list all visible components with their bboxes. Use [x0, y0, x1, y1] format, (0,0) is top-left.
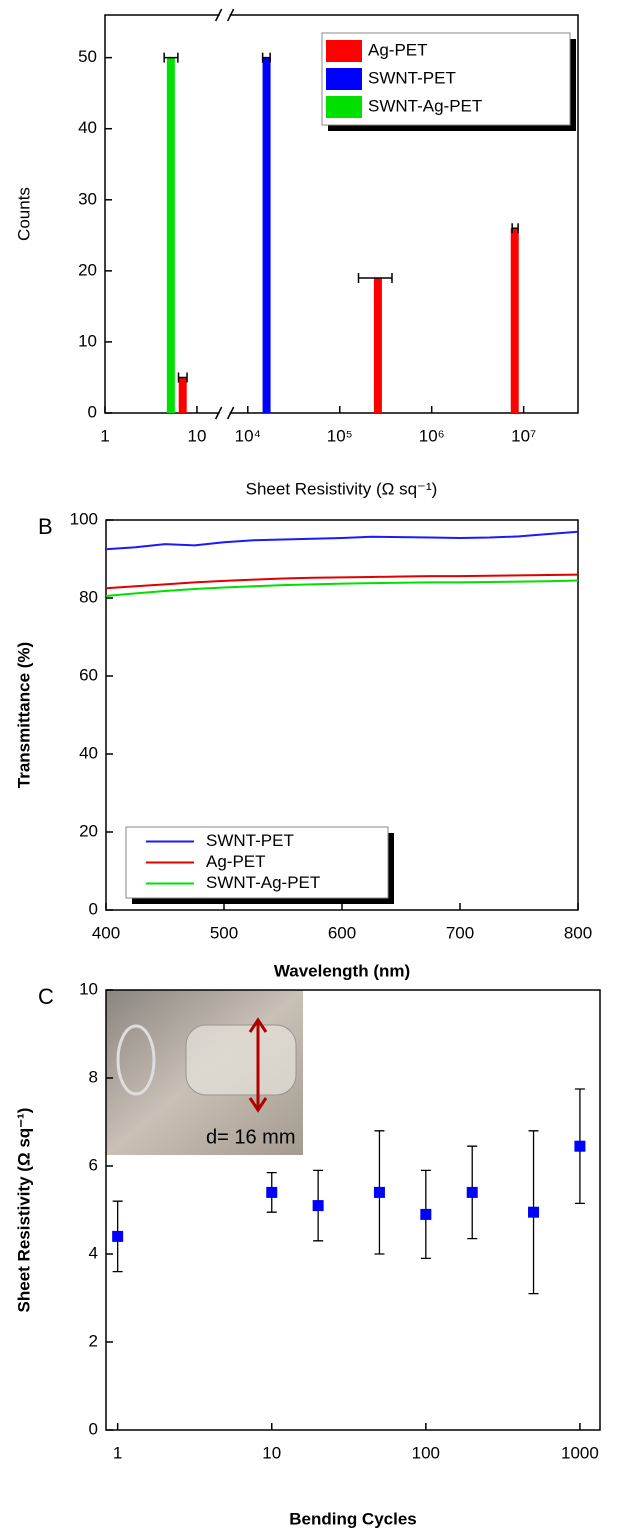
axis-break-mark [214, 406, 235, 420]
marker [373, 1186, 385, 1198]
axis-break-mark [214, 8, 235, 22]
y-tick-label: 20 [78, 260, 97, 279]
y-axis-title: Transmittance (%) [14, 642, 33, 788]
legend-swatch [326, 68, 362, 90]
marker [466, 1186, 478, 1198]
plot-frame [105, 989, 601, 1431]
error-bar [177, 372, 188, 383]
x-axis-title: Bending Cycles [289, 1509, 417, 1528]
error-bar [357, 272, 393, 283]
line [105, 530, 579, 551]
plot-frame [104, 14, 579, 414]
arrow [248, 1017, 268, 1113]
axis-break-gap [219, 410, 230, 416]
x-tick-label: 10⁶ [419, 426, 445, 445]
marker [574, 1140, 586, 1152]
bar [373, 277, 382, 413]
legend-swatch [326, 96, 362, 118]
x-tick-label: 10 [262, 1443, 281, 1462]
y-tick-label: 80 [79, 587, 98, 606]
x-tick-label: 10⁵ [327, 426, 353, 445]
x-tick-label: 600 [328, 923, 356, 942]
y-tick-label: 4 [89, 1243, 98, 1262]
tube-end [116, 1024, 156, 1096]
x-tick-label: 10⁴ [235, 426, 261, 445]
y-tick-label: 0 [89, 899, 98, 918]
x-tick-label: 400 [92, 923, 120, 942]
y-tick-label: 10 [79, 979, 98, 998]
x-tick-label: 1 [100, 426, 109, 445]
legend-label: SWNT-PET [206, 831, 294, 850]
legend-swatch [326, 40, 362, 62]
y-tick-label: 30 [78, 189, 97, 208]
bar [510, 228, 519, 413]
y-tick-label: 2 [89, 1331, 98, 1350]
error-bar [511, 223, 519, 234]
x-tick-label: 1 [113, 1443, 122, 1462]
y-tick-label: 40 [78, 118, 97, 137]
x-tick-label: 700 [446, 923, 474, 942]
legend-label: SWNT-Ag-PET [368, 96, 482, 115]
y-axis-title: Sheet Resistivity (Ω sq⁻¹) [14, 1108, 33, 1313]
bar [178, 377, 187, 413]
marker [312, 1200, 324, 1212]
y-tick-label: 8 [89, 1067, 98, 1086]
y-tick-label: 50 [78, 47, 97, 66]
legend-label: Ag-PET [206, 852, 266, 871]
y-tick-label: 60 [79, 665, 98, 684]
x-axis-title: Sheet Resistivity (Ω sq⁻¹) [246, 479, 438, 498]
tube [185, 1024, 297, 1096]
panel-label: B [38, 514, 53, 539]
marker [528, 1206, 540, 1218]
y-tick-label: 0 [89, 1419, 98, 1438]
legend-label: SWNT-PET [368, 68, 456, 87]
error-bar [261, 52, 271, 63]
legend-label: SWNT-Ag-PET [206, 873, 320, 892]
y-tick-label: 40 [79, 743, 98, 762]
y-tick-label: 20 [79, 821, 98, 840]
x-tick-label: 1000 [561, 1443, 599, 1462]
line [105, 579, 579, 598]
panel-label: C [38, 984, 54, 1009]
y-tick-label: 0 [88, 402, 97, 421]
marker [112, 1230, 124, 1242]
y-tick-label: 6 [89, 1155, 98, 1174]
line [105, 573, 579, 590]
legend-box [321, 32, 571, 126]
bar [166, 57, 175, 414]
x-tick-label: 10⁷ [511, 426, 536, 445]
x-tick-label: 10 [187, 426, 206, 445]
error-bar [163, 52, 179, 63]
x-axis-title: Wavelength (nm) [274, 961, 410, 980]
y-axis-title: Counts [14, 187, 33, 241]
y-tick-label: 10 [78, 331, 97, 350]
marker [266, 1186, 278, 1198]
inset-annotation: d= 16 mm [206, 1126, 295, 1148]
y-tick-label: 100 [70, 509, 98, 528]
x-tick-label: 500 [210, 923, 238, 942]
bar [262, 57, 271, 414]
legend-label: Ag-PET [368, 40, 428, 59]
marker [420, 1208, 432, 1220]
axis-break-gap [219, 12, 230, 18]
x-tick-label: 100 [412, 1443, 440, 1462]
x-tick-label: 800 [564, 923, 592, 942]
